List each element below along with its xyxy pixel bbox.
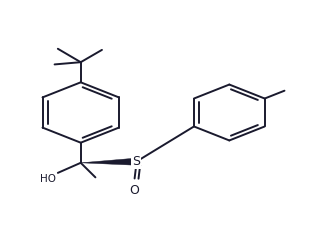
Text: O: O — [130, 184, 139, 197]
Polygon shape — [81, 158, 136, 165]
Text: S: S — [132, 155, 140, 168]
Text: HO: HO — [40, 174, 56, 184]
